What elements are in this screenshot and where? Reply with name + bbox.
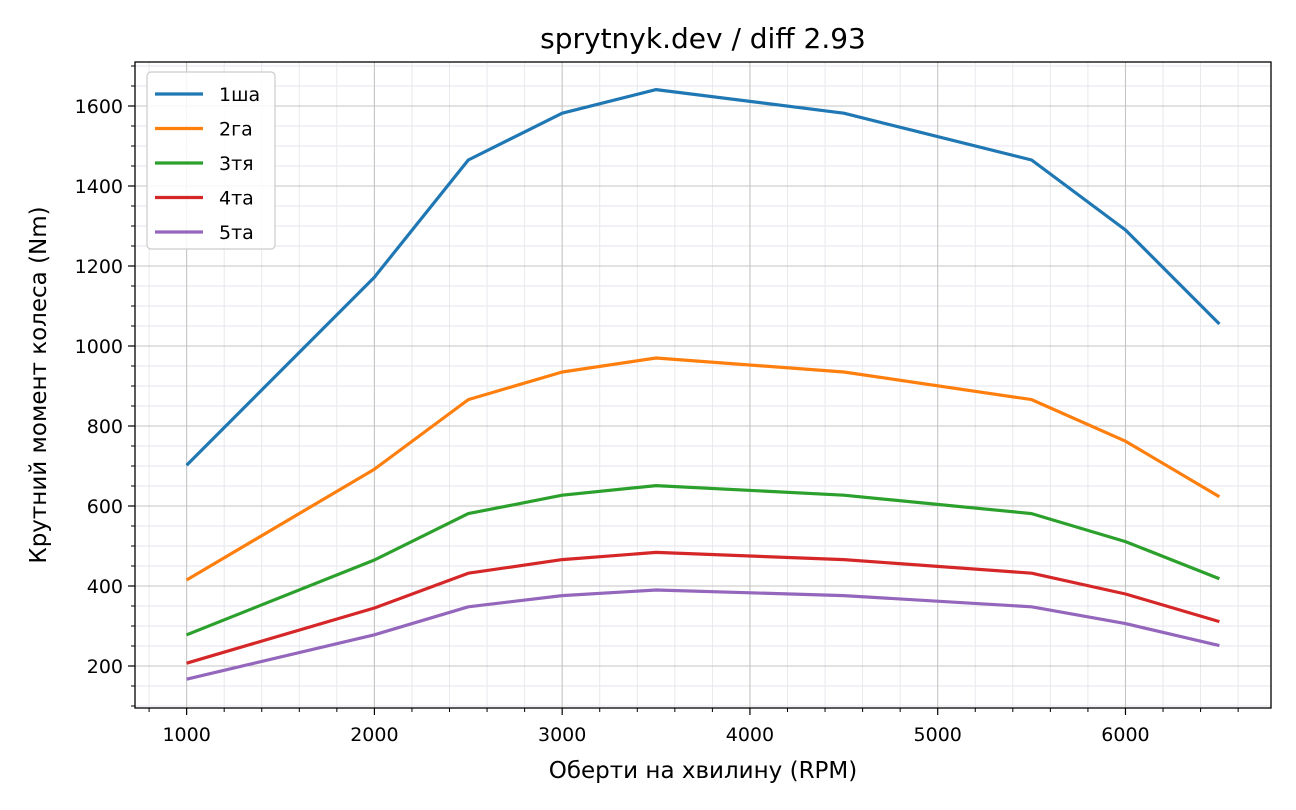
- x-tick-label: 5000: [914, 724, 962, 746]
- legend-label-5: 5та: [219, 222, 254, 244]
- y-tick-label: 1000: [75, 336, 123, 358]
- legend-label-4: 4та: [219, 188, 254, 210]
- series-line-5: [186, 588, 1220, 681]
- y-tick-label: 600: [87, 496, 123, 518]
- y-tick-label: 800: [87, 416, 123, 438]
- y-tick-label: 400: [87, 576, 123, 598]
- x-tick-label: 2000: [350, 724, 398, 746]
- x-axis-label: Оберти на хвилину (RPM): [549, 758, 858, 784]
- y-axis-ticks: 200 400 600 800 1000 1200 1400 1600: [75, 65, 135, 707]
- y-tick-label: 1600: [75, 96, 123, 118]
- series-line-3: [186, 484, 1220, 637]
- legend-label-3: 3тя: [219, 153, 254, 175]
- legend-label-2: 2га: [219, 119, 253, 141]
- legend-label-1: 1ша: [219, 84, 260, 106]
- legend: 1ша 2га 3тя 4та 5та: [146, 71, 276, 250]
- series-layer: [185, 87, 1221, 681]
- y-tick-label: 200: [87, 656, 123, 678]
- y-axis-label: Крутний момент колеса (Nm): [26, 206, 52, 563]
- x-tick-label: 4000: [726, 724, 774, 746]
- y-tick-label: 1400: [75, 176, 123, 198]
- major-grid: [135, 62, 1271, 708]
- plot-frame: [134, 61, 1272, 709]
- x-axis-ticks: 1000 2000 3000 4000 5000 6000: [148, 708, 1239, 746]
- y-tick-label: 1200: [75, 256, 123, 278]
- x-tick-label: 3000: [538, 724, 586, 746]
- x-tick-label: 1000: [162, 724, 210, 746]
- legend-box: [146, 71, 276, 250]
- series-line-4: [186, 550, 1220, 665]
- x-tick-label: 6000: [1101, 724, 1149, 746]
- chart-title: sprytnyk.dev / diff 2.93: [540, 22, 866, 55]
- series-line-2: [185, 356, 1221, 582]
- series-line-1: [185, 87, 1221, 467]
